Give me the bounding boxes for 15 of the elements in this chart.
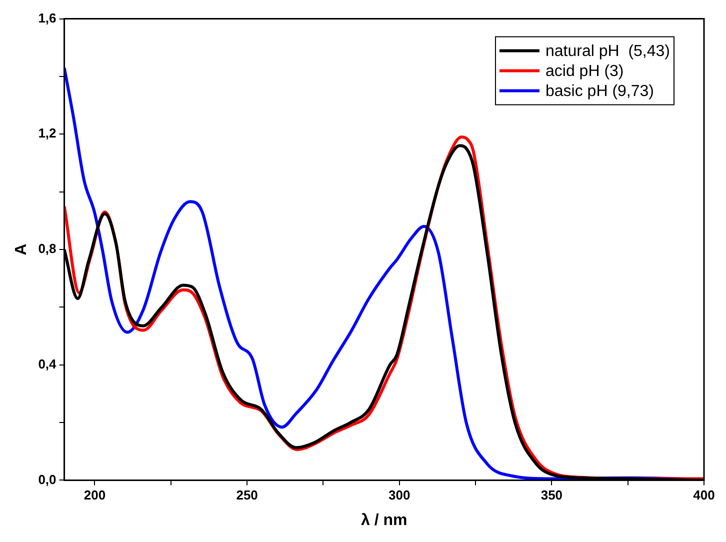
x-tick-label: 400	[693, 488, 715, 503]
x-axis-title: λ / nm	[361, 512, 408, 529]
legend-label: basic pH (9,73)	[545, 83, 654, 100]
y-tick-label: 1,2	[38, 126, 56, 141]
legend-label: natural pH (5,43)	[545, 43, 670, 60]
y-tick-label: 0,0	[38, 472, 56, 487]
y-tick-label: 0,8	[38, 241, 56, 256]
legend-label: acid pH (3)	[545, 63, 624, 80]
y-axis-title: A	[13, 243, 30, 256]
x-tick-label: 300	[388, 488, 410, 503]
x-tick-label: 350	[540, 488, 563, 503]
x-tick-label: 200	[84, 488, 106, 503]
x-tick-label: 250	[236, 488, 258, 503]
y-tick-label: 0,4	[38, 356, 58, 372]
y-tick-label: 1,6	[38, 10, 56, 26]
